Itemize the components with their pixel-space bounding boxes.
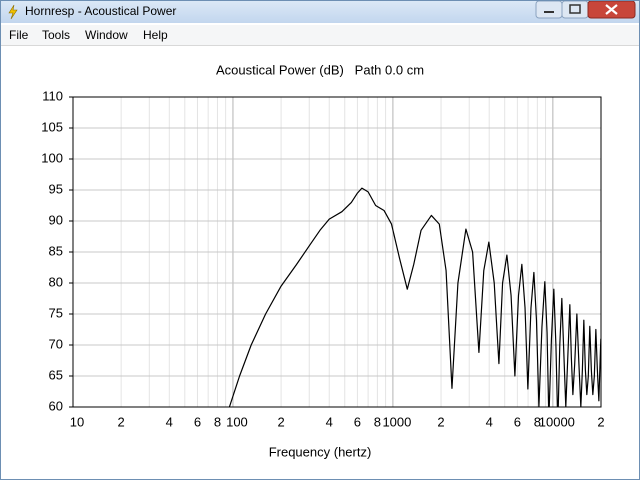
x-tick-label: 100 xyxy=(226,414,248,429)
y-tick-label: 100 xyxy=(41,150,63,165)
x-tick-label: 10 xyxy=(70,414,84,429)
y-tick-label: 90 xyxy=(49,212,63,227)
window-buttons[interactable] xyxy=(535,1,639,21)
x-tick-label: 4 xyxy=(486,414,493,429)
menu-item[interactable]: Tools xyxy=(42,28,71,42)
x-tick-label: 2 xyxy=(597,414,604,429)
app-icon xyxy=(8,4,18,20)
x-axis-label: Frequency (hertz) xyxy=(269,444,372,459)
y-tick-label: 110 xyxy=(42,88,63,103)
chart-title: Acoustical Power (dB) Path 0.0 cm xyxy=(216,62,424,77)
y-tick-label: 65 xyxy=(49,367,63,382)
x-tick-label: 6 xyxy=(354,414,361,429)
x-tick-label: 10000 xyxy=(539,414,575,429)
y-tick-label: 60 xyxy=(49,398,63,413)
plot-border xyxy=(72,96,602,408)
x-tick-label: 4 xyxy=(326,414,333,429)
x-tick-label: 2 xyxy=(437,414,444,429)
x-tick-label: 6 xyxy=(514,414,521,429)
y-tick-label: 80 xyxy=(49,274,63,289)
data-line xyxy=(228,187,601,407)
menu-item[interactable]: Window xyxy=(85,28,128,42)
x-tick-label: 8 xyxy=(374,414,381,429)
y-tick-label: 95 xyxy=(49,181,63,196)
x-tick-label: 1000 xyxy=(382,414,411,429)
x-tick-label: 8 xyxy=(534,414,541,429)
menu-item[interactable]: File xyxy=(9,28,29,42)
menu-bar: File Tools Window Help xyxy=(1,25,639,46)
window-title: Hornresp - Acoustical Power xyxy=(25,4,177,18)
x-tick-label: 6 xyxy=(194,414,201,429)
y-tick-label: 85 xyxy=(49,243,63,258)
x-tick-label: 4 xyxy=(166,414,173,429)
chart: Acoustical Power (dB) Path 0.0 cm Freque… xyxy=(41,62,604,459)
x-tick-label: 2 xyxy=(118,414,125,429)
x-tick-label: 8 xyxy=(214,414,221,429)
y-tick-label: 105 xyxy=(41,119,63,134)
y-tick-label: 75 xyxy=(49,305,63,320)
y-tick-label: 70 xyxy=(49,336,63,351)
x-tick-label: 2 xyxy=(277,414,284,429)
menu-item[interactable]: Help xyxy=(143,28,168,42)
title-bar: Hornresp - Acoustical Power xyxy=(1,1,639,23)
